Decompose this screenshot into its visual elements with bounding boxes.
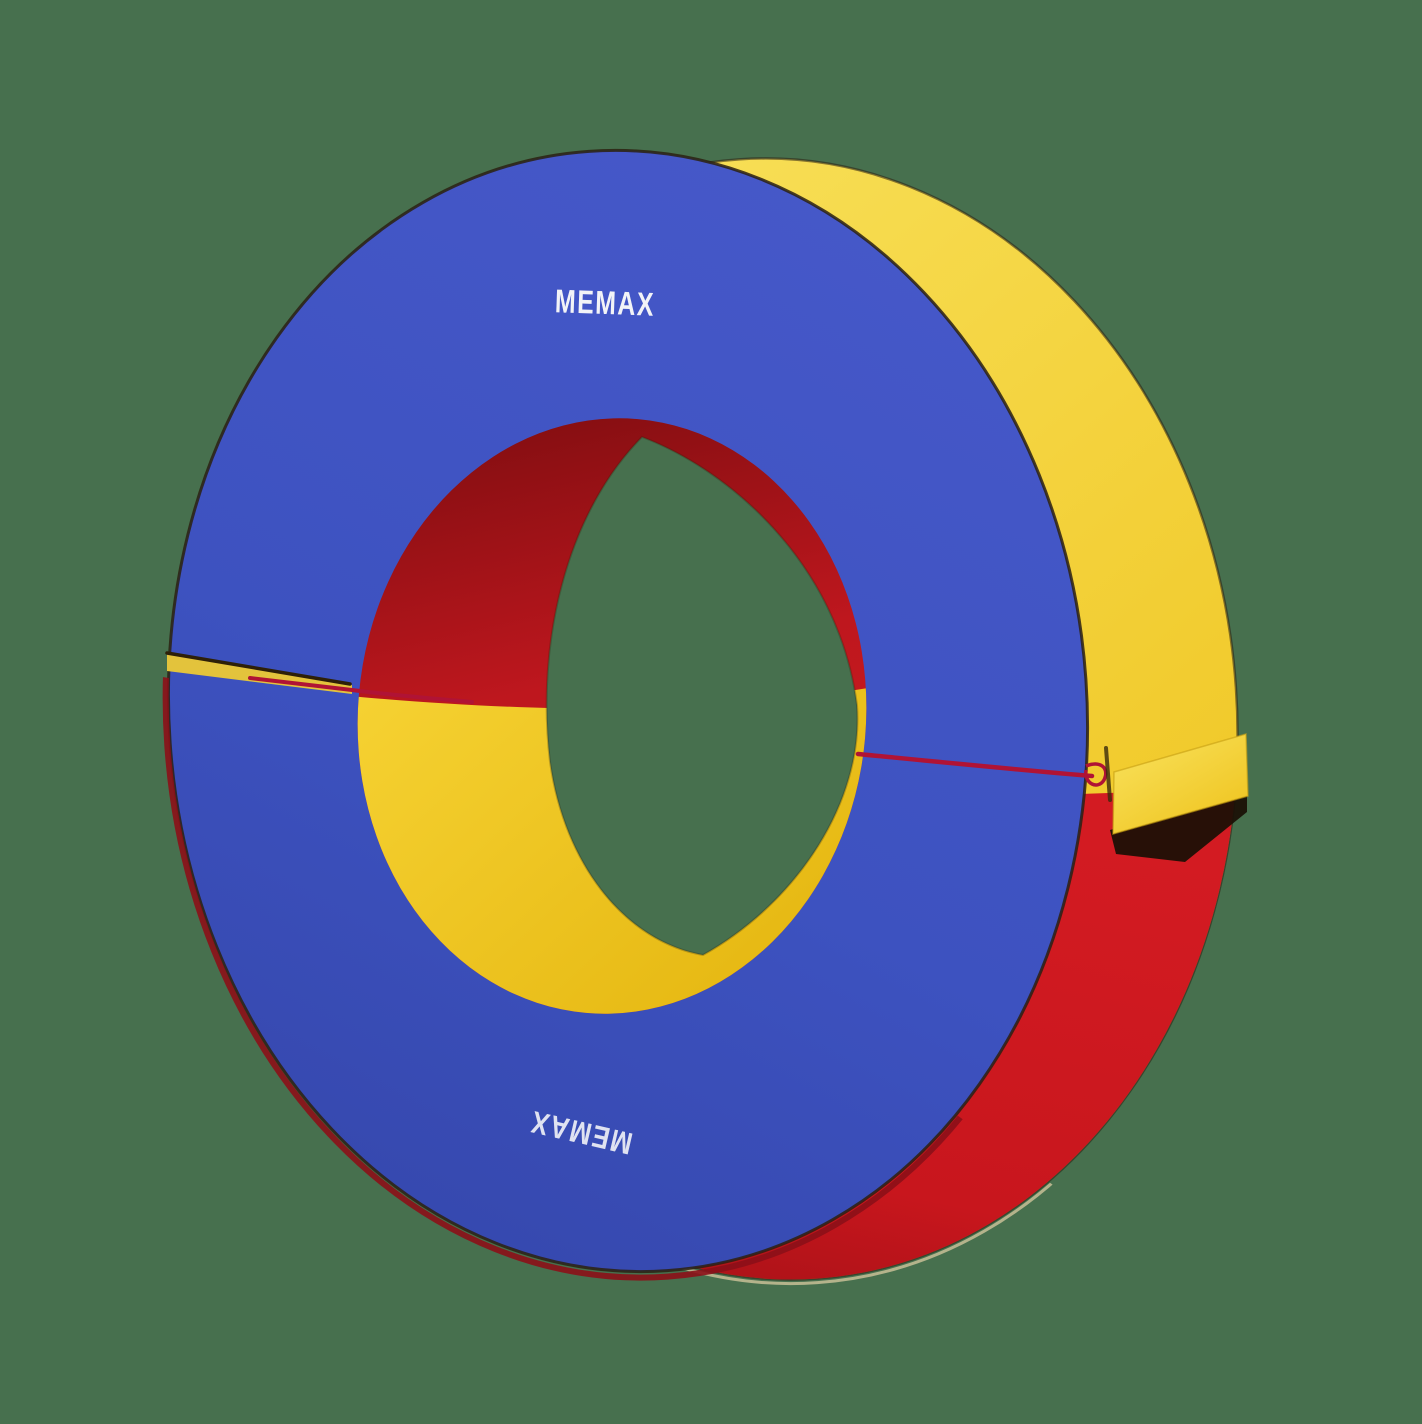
- brand-logo-top: MEMAX: [554, 282, 655, 322]
- seam-piping-left: [248, 676, 474, 704]
- handle-crease: [1104, 746, 1112, 802]
- bottom-edge-piping: [162, 660, 1060, 1281]
- tunnel-opening: [545, 435, 859, 957]
- seam-piping-knot: [1084, 762, 1108, 787]
- seam-shadow-left: [165, 651, 352, 686]
- foam-ring: MEMAX MEMAX: [162, 148, 1260, 1311]
- handle-flap: [1112, 733, 1249, 835]
- handle-shadow: [1110, 792, 1247, 862]
- seam-piping-right: [855, 751, 1095, 779]
